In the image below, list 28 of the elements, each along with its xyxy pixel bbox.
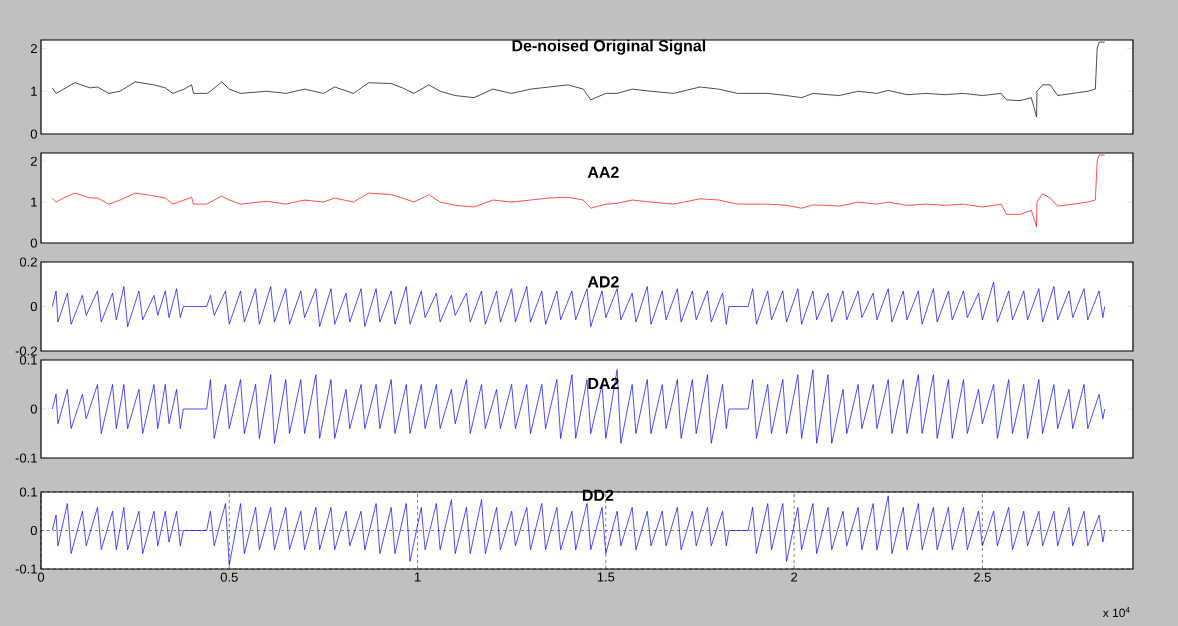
y-tick-label: 2 — [30, 43, 37, 54]
chart-title: De-noised Original Signal — [512, 39, 706, 55]
y-tick-label: 1 — [31, 86, 37, 96]
x-tick-label: 1.5 — [597, 572, 615, 582]
x-tick-label: 0.5 — [220, 572, 238, 582]
y-tick-label: 0.1 — [19, 487, 37, 497]
text: x 10$^{4}$ — [1102, 607, 1130, 618]
y-tick-label: 0 — [30, 238, 37, 248]
y-tick-label: 0.1 — [19, 355, 37, 365]
y-tick-label: -0.1 — [15, 453, 37, 463]
text: AD2 — [587, 276, 619, 288]
x-tick-label: 1 — [414, 572, 421, 582]
text: DA2 — [588, 377, 619, 389]
y-tick-label: 0.2 — [19, 257, 37, 267]
text: AA2 — [587, 166, 619, 178]
line-series — [51, 369, 1106, 444]
chart-title: DD2 — [582, 489, 614, 501]
y-tick-label: -0.1 — [15, 564, 37, 574]
x-tick-label: 2.5 — [973, 572, 991, 582]
y-tick-label: 0 — [30, 301, 37, 312]
y-tick-label: 0 — [30, 525, 37, 536]
y-tick-label: 2 — [30, 156, 37, 166]
x-tick-label: 2 — [791, 572, 798, 582]
y-tick-label: 0 — [30, 404, 37, 414]
line-series — [51, 154, 1106, 227]
y-tick-label: 0 — [30, 129, 37, 139]
y-tick-label: -0.2 — [15, 346, 37, 356]
y-tick-label: 1 — [31, 197, 37, 207]
